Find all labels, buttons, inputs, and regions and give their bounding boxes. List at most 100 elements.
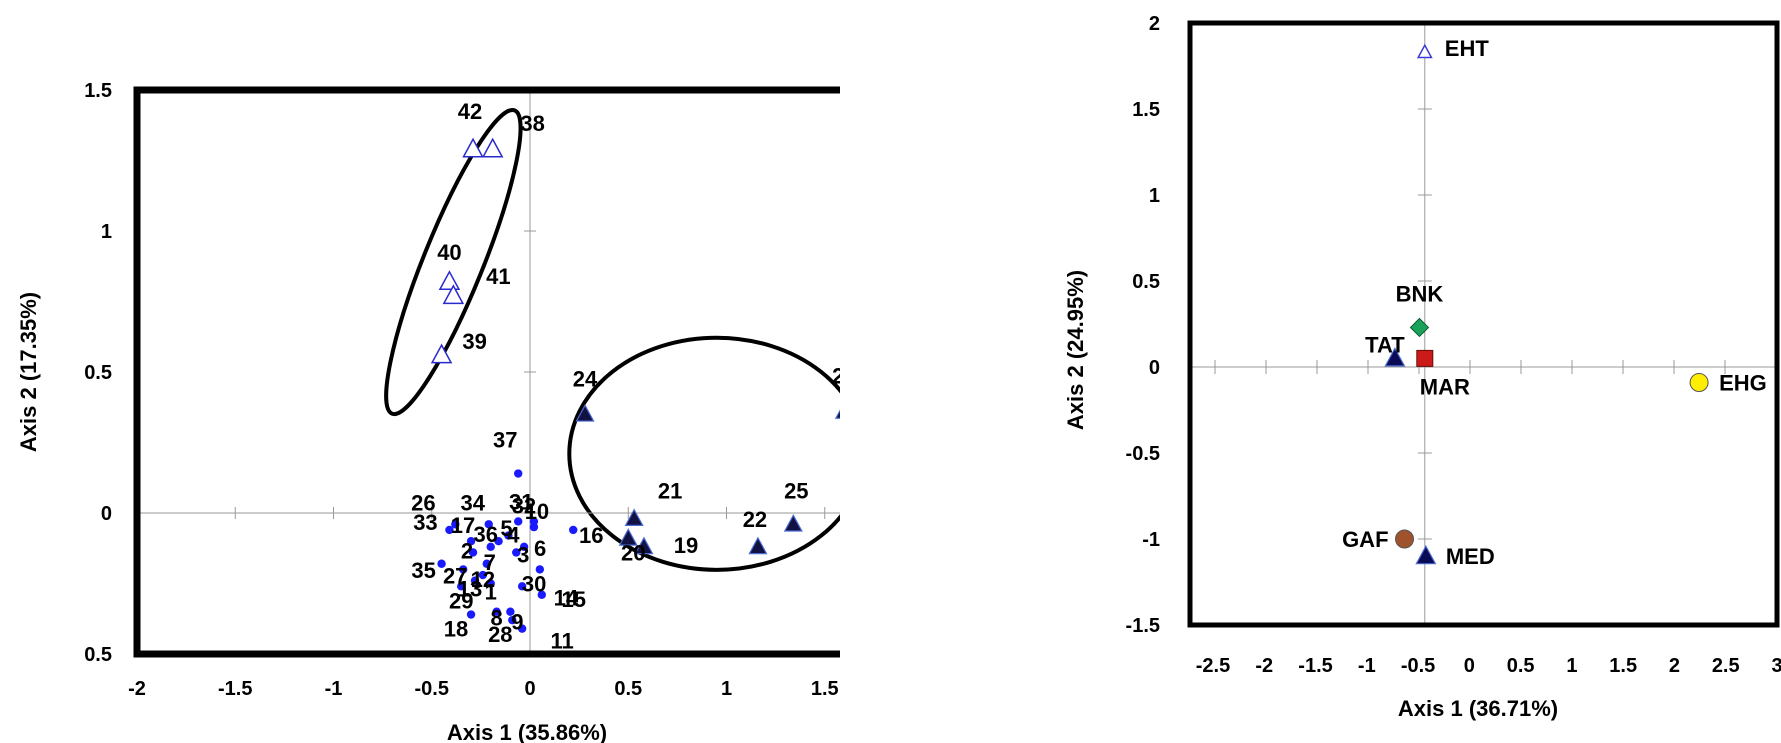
point-label: 36 (473, 522, 497, 547)
x-tick-label: 0 (524, 678, 535, 700)
data-point (624, 508, 644, 526)
point-label: 10 (525, 499, 549, 524)
point-label: 14 (554, 585, 579, 610)
y-tick-label: 0.5 (1132, 271, 1160, 293)
x-tick-label: 1 (721, 678, 732, 700)
data-point (486, 542, 495, 552)
data-point (484, 520, 493, 529)
data-point (462, 137, 484, 158)
data-point (457, 582, 466, 591)
data-point (1384, 347, 1406, 367)
data-point (514, 469, 523, 478)
point-label: 40 (437, 240, 461, 265)
data-point (519, 542, 529, 552)
data-point (1416, 43, 1433, 59)
x-tick-label: -1.5 (1298, 655, 1332, 677)
point-label: 32 (512, 493, 536, 518)
data-point (1415, 544, 1437, 565)
point-label: 42 (458, 99, 482, 124)
y-tick-label: 0.5 (84, 644, 112, 666)
data-point (486, 579, 495, 588)
point-label: 1 (485, 580, 497, 605)
point-label: 33 (413, 510, 437, 535)
data-point (458, 565, 468, 574)
x-tick-label: 1 (1566, 655, 1577, 677)
data-point (748, 536, 768, 555)
data-point (575, 404, 595, 422)
data-point (514, 517, 523, 526)
data-point (430, 343, 453, 364)
point-label: EHG (1719, 370, 1767, 395)
data-point (537, 590, 546, 599)
y-tick-label: -1 (1142, 529, 1160, 551)
y-tick-label: 0 (1149, 357, 1160, 379)
point-label: 41 (486, 264, 510, 289)
point-label: MAR (1420, 374, 1470, 399)
point-label: GAF (1342, 527, 1388, 552)
data-point (481, 137, 504, 158)
data-point (437, 559, 446, 568)
y-tick-label: 1 (1149, 185, 1160, 207)
point-label: 19 (674, 533, 698, 558)
point-label: 2 (461, 538, 473, 563)
data-point (492, 607, 501, 616)
x-tick-label: -0.5 (1401, 655, 1435, 677)
data-point (517, 624, 527, 633)
plot-frame (1187, 20, 1780, 628)
x-tick-label: 1.5 (811, 678, 839, 700)
point-label: 38 (520, 111, 544, 136)
point-label: 37 (493, 428, 517, 453)
point-label: 18 (444, 617, 468, 642)
cluster-ellipse (384, 107, 523, 417)
point-label: 30 (522, 571, 546, 596)
point-label: 39 (462, 329, 486, 354)
point-label: 25 (784, 478, 808, 503)
point-label: 6 (534, 536, 546, 561)
point-label: 4 (507, 523, 520, 548)
y-tick-label: -0.5 (1126, 443, 1160, 465)
data-point (470, 576, 480, 585)
point-label: 22 (743, 507, 767, 532)
y-tick-label: -1.5 (1126, 615, 1160, 637)
data-point (468, 548, 478, 557)
x-tick-label: -1.5 (218, 678, 252, 700)
point-label: 8 (490, 606, 502, 631)
x-tick-label: -2 (1255, 655, 1273, 677)
x-axis-title: Axis 1 (36.71%) (1398, 696, 1558, 721)
x-tick-label: -2.5 (1196, 655, 1230, 677)
point-label: 12 (471, 567, 495, 592)
point-label: 24 (573, 366, 598, 391)
point-label: 23 (832, 363, 840, 388)
point-label: 34 (460, 490, 485, 515)
cluster-ellipse (567, 335, 840, 572)
point-label: 13 (458, 577, 482, 602)
data-point (438, 270, 461, 291)
point-label: 28 (488, 622, 512, 647)
data-point (466, 610, 476, 619)
data-point (535, 565, 545, 574)
point-label: 16 (579, 523, 603, 548)
data-point (634, 536, 654, 555)
y-tick-label: 2 (1149, 13, 1160, 35)
y-tick-label: 0 (101, 503, 112, 525)
point-label: 29 (449, 588, 473, 613)
x-tick-label: -0.5 (415, 678, 449, 700)
data-point (482, 559, 491, 568)
data-point (506, 607, 515, 616)
x-tick-label: 0.5 (1507, 655, 1535, 677)
data-point (512, 548, 521, 557)
point-label: 21 (658, 479, 682, 504)
point-label: 15 (562, 587, 586, 612)
x-axis-title: Axis 1 (35.86%) (447, 720, 607, 743)
data-point (504, 531, 513, 540)
x-tick-label: 0.5 (614, 678, 642, 700)
x-tick-label: -2 (128, 678, 146, 700)
data-point (466, 537, 476, 546)
point-label: 31 (509, 489, 533, 514)
data-point (445, 525, 454, 535)
data-point (478, 570, 488, 580)
point-label: EHT (1445, 36, 1490, 61)
point-label: 7 (484, 550, 496, 575)
data-point (618, 528, 638, 546)
data-point (569, 525, 578, 535)
